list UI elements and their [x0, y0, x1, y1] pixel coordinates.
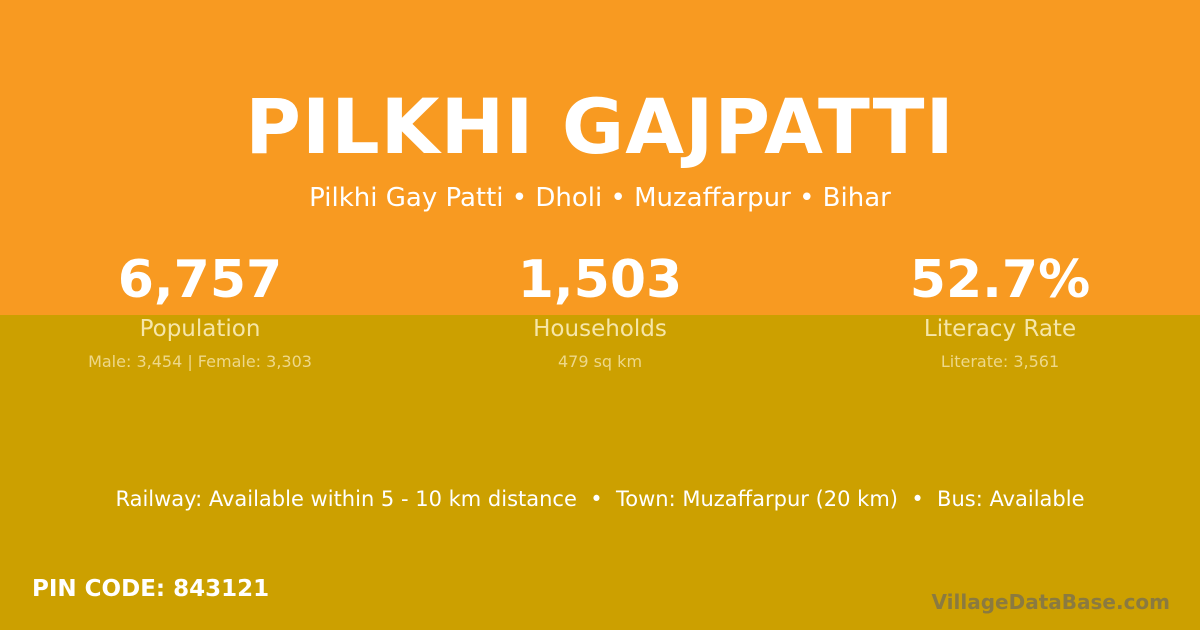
- stat-label: Households: [533, 316, 667, 342]
- stat-value: 6,757: [117, 250, 283, 310]
- stat-label: Population: [139, 316, 261, 342]
- stat-literacy: 52.7% Literacy Rate Literate: 3,561: [800, 250, 1200, 371]
- brand-logo: VillageDataBase.com: [931, 590, 1170, 614]
- header-band: [0, 0, 1200, 315]
- stat-population: 6,757 Population Male: 3,454 | Female: 3…: [0, 250, 400, 371]
- connectivity-info: Railway: Available within 5 - 10 km dist…: [115, 487, 1085, 511]
- stat-value: 1,503: [517, 250, 683, 310]
- stat-households: 1,503 Households 479 sq km: [400, 250, 800, 371]
- village-title: PILKHI GAJPATTI: [245, 82, 955, 171]
- stat-value: 52.7%: [909, 250, 1091, 310]
- stat-detail: Male: 3,454 | Female: 3,303: [88, 352, 312, 371]
- stat-label: Literacy Rate: [923, 316, 1077, 342]
- stat-detail: 479 sq km: [557, 352, 643, 371]
- pin-code: PIN CODE: 843121: [32, 576, 270, 602]
- stat-detail: Literate: 3,561: [940, 352, 1060, 371]
- location-breadcrumb: Pilkhi Gay Patti • Dholi • Muzaffarpur •…: [309, 183, 891, 213]
- footer-band: [0, 315, 1200, 630]
